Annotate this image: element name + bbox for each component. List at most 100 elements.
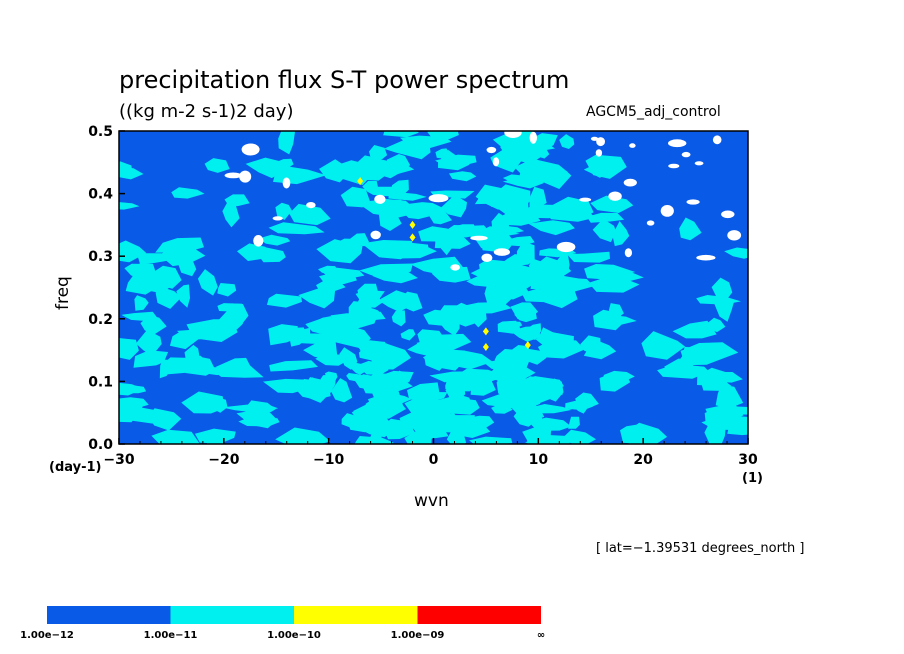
yellow-spot [357, 177, 364, 186]
white-patch [681, 151, 691, 158]
cyan-patch [350, 233, 369, 247]
cyan-patch [159, 242, 206, 267]
cyan-patch [535, 288, 566, 299]
colorbar-segment [417, 606, 541, 624]
cyan-patch [441, 424, 478, 433]
cyan-patch [397, 202, 445, 215]
cyan-patch [516, 241, 535, 266]
cyan-patch [355, 290, 385, 306]
cyan-patch [217, 303, 242, 312]
cyan-patch [266, 293, 302, 308]
white-patch [668, 163, 680, 169]
cyan-patch [514, 409, 545, 421]
cyan-patch [119, 338, 139, 360]
cyan-patch [496, 375, 516, 399]
white-patch [668, 139, 687, 148]
white-patch [370, 230, 381, 240]
cyan-patch [519, 142, 555, 151]
cyan-patch [278, 131, 296, 155]
cyan-patch [410, 420, 449, 439]
cyan-patch [502, 177, 546, 189]
colorbar-level-label: ∞ [537, 630, 545, 641]
cyan-patch [524, 323, 542, 340]
white-patch [470, 235, 488, 241]
cyan-patch [358, 159, 415, 176]
cyan-patch [469, 306, 487, 328]
white-patch [579, 197, 592, 202]
cyan-patch [361, 372, 413, 395]
cyan-patch [545, 209, 596, 222]
white-patch [608, 191, 622, 201]
cyan-patch [206, 433, 225, 444]
x-tick-label: −20 [208, 452, 239, 468]
yellow-spot [409, 233, 416, 242]
colorbar-level-label: 1.00e−12 [20, 630, 74, 641]
y-tick-label: 0.1 [88, 374, 113, 390]
cyan-patch [319, 159, 350, 183]
cyan-patch [492, 214, 541, 226]
cyan-patch [171, 187, 205, 199]
yellow-contour-regions [357, 177, 531, 351]
cyan-patch [119, 240, 147, 263]
cyan-patch [590, 195, 634, 213]
white-patch [721, 210, 735, 219]
cyan-patch [357, 340, 387, 351]
cyan-patch [586, 212, 625, 223]
yellow-spot [482, 327, 489, 336]
cyan-patch [422, 348, 466, 371]
cyan-patch [501, 321, 523, 330]
cyan-patch [407, 382, 440, 402]
axes: −30 −20 −10 0 10 20 30 0.0 0.1 0.2 0.3 0.4 0.5 [88, 124, 758, 468]
cyan-patch [350, 362, 367, 375]
cyan-patch [134, 295, 149, 311]
cyan-patch [469, 436, 513, 444]
x-tick-label: 0 [429, 452, 439, 468]
cyan-patch [513, 264, 544, 278]
cyan-patch [513, 347, 547, 365]
cyan-patch [222, 197, 240, 228]
cyan-patch [134, 263, 158, 289]
cyan-patch [528, 417, 572, 431]
chart-units: ((kg m-2 s-1)2 day) [119, 101, 294, 122]
yellow-spot [524, 341, 531, 350]
cyan-patch [313, 316, 337, 334]
white-patch [660, 205, 674, 217]
y-tick-label: 0.2 [88, 312, 113, 328]
colorbar: 1.00e−12 1.00e−11 1.00e−10 1.00e−09 ∞ [20, 606, 545, 641]
yellow-spot [482, 342, 489, 351]
cyan-patch [563, 429, 596, 444]
colorbar-level-label: 1.00e−10 [267, 630, 321, 641]
cyan-patch [466, 276, 517, 288]
cyan-patch [599, 373, 631, 392]
colorbar-level-label: 1.00e−11 [144, 630, 198, 641]
cyan-patch [701, 415, 748, 430]
cyan-patch [707, 317, 726, 333]
cyan-patch [715, 384, 744, 409]
cyan-patch [568, 416, 580, 429]
white-patch [686, 199, 700, 205]
x-tick-label: 30 [738, 452, 758, 468]
colorbar-segment [170, 606, 294, 624]
cyan-patch [529, 186, 547, 211]
cyan-contour-regions [119, 131, 748, 444]
cyan-patch [339, 347, 358, 370]
cyan-patch [322, 267, 365, 280]
cyan-patch [204, 158, 230, 173]
white-patch [696, 254, 716, 261]
white-patch [241, 143, 260, 156]
white-patch [282, 177, 291, 189]
cyan-patch [440, 194, 467, 218]
white-patch [590, 136, 599, 141]
chart-title: precipitation flux S-T power spectrum [119, 66, 570, 94]
cyan-patch [298, 287, 336, 309]
cyan-patch [148, 408, 182, 431]
colorbar-segment [47, 606, 171, 624]
cyan-patch [528, 220, 575, 236]
cyan-patch [378, 290, 418, 312]
white-patch [492, 157, 500, 167]
cyan-patch [369, 145, 388, 162]
white-patch [504, 131, 522, 138]
cyan-patch [388, 192, 427, 201]
cyan-patch [215, 357, 252, 377]
white-patch [272, 216, 283, 221]
